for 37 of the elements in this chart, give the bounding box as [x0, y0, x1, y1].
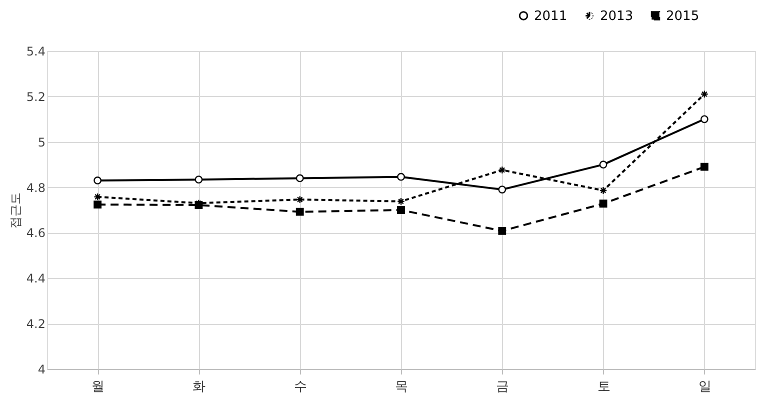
point — [498, 186, 506, 194]
y-tick-label: 5 — [38, 135, 46, 150]
x-tick-label: 목 — [395, 380, 408, 394]
x-tick-label: 월 — [92, 380, 105, 394]
x-tick-label: 화 — [192, 380, 206, 394]
point — [599, 200, 608, 208]
point — [700, 162, 708, 171]
y-axis-title: 접근도 — [8, 192, 22, 228]
point — [94, 176, 102, 184]
point — [397, 206, 405, 214]
x-tick-label: 금 — [496, 380, 510, 394]
x-tick-label: 토 — [597, 380, 610, 394]
point — [296, 208, 304, 216]
point — [397, 197, 405, 206]
point — [498, 166, 506, 174]
point — [498, 226, 506, 235]
y-tick-label: 4 — [38, 362, 46, 376]
point — [94, 192, 102, 201]
point — [599, 186, 608, 194]
y-tick-label: 5.4 — [26, 44, 46, 58]
point — [94, 200, 102, 209]
point — [599, 160, 608, 169]
point — [194, 176, 203, 184]
x-tick-label: 수 — [294, 380, 307, 394]
y-tick-label: 4.6 — [26, 226, 46, 240]
legend-label: 2013 — [600, 8, 634, 24]
point — [700, 90, 708, 98]
y-tick-label: 4.4 — [26, 272, 46, 286]
y-tick-label: 5.2 — [26, 90, 46, 104]
legend-label: 2011 — [534, 8, 568, 24]
y-tick-label: 4.2 — [26, 317, 46, 332]
point — [397, 172, 405, 181]
point — [296, 174, 304, 182]
x-tick-label: 일 — [698, 380, 712, 394]
y-tick-label: 4.8 — [26, 180, 46, 195]
legend-label: 2015 — [666, 8, 700, 24]
point — [700, 115, 708, 124]
